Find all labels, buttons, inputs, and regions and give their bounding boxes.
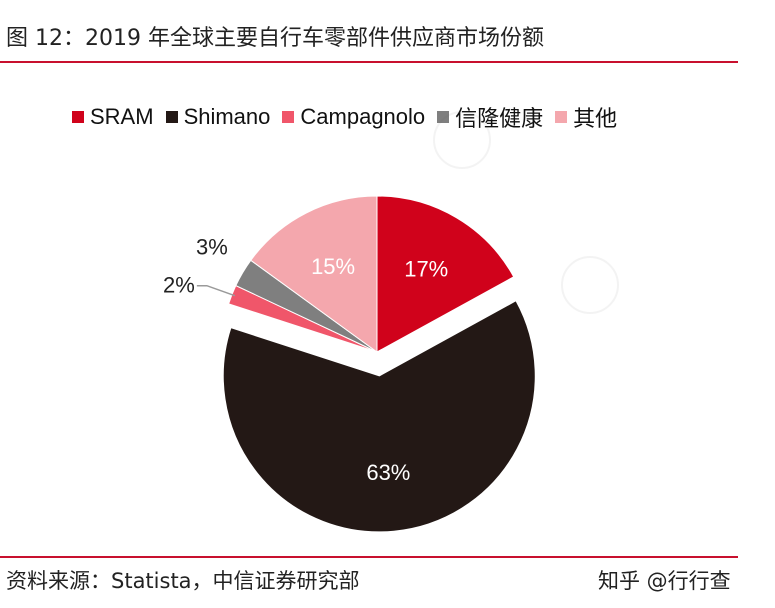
legend-item-campagnolo: Campagnolo [282,104,425,130]
legend-label: 其他 [573,106,618,131]
data-label-0: 17% [404,257,448,282]
legend-swatch [282,111,295,123]
data-label-3: 3% [196,235,228,260]
pie-slice-0 [376,195,515,353]
legend-swatch [437,111,450,123]
legend-label: Shimano [183,104,271,129]
legend-label: Campagnolo [300,104,426,129]
figure-title: 图 12：2019 年全球主要自行车零部件供应商市场份额 [6,26,544,51]
legend-item-other: 其他 [555,101,617,133]
data-label-2: 2% [163,273,195,298]
leader-line-2 [196,284,236,297]
credit-watermark: 知乎 @行行查 [598,569,731,593]
legend-item-shimano: Shimano [165,104,271,130]
data-label-1: 63% [366,460,410,485]
legend-label: 信隆健康 [455,106,544,131]
legend-item-sram: SRAM [72,104,154,130]
title-divider [0,61,738,63]
footer-divider [0,556,738,558]
pie-slices [222,195,536,533]
pie-labels: 17% 63% 2%3% 15% [163,235,448,486]
pie-slice-1 [222,300,536,533]
legend-swatch [165,111,178,123]
legend-swatch [555,111,568,123]
watermark-stamp [433,111,619,314]
pie-slice-4 [250,195,378,353]
chart-legend: SRAM Shimano Campagnolo 信隆健康 其他 [72,101,629,133]
legend-swatch [72,111,84,123]
data-label-4: 15% [311,254,355,279]
source-note: 资料来源：Statista，中信证券研究部 [6,569,360,593]
legend-item-xinlong: 信隆健康 [437,101,543,133]
legend-label: SRAM [90,104,154,129]
